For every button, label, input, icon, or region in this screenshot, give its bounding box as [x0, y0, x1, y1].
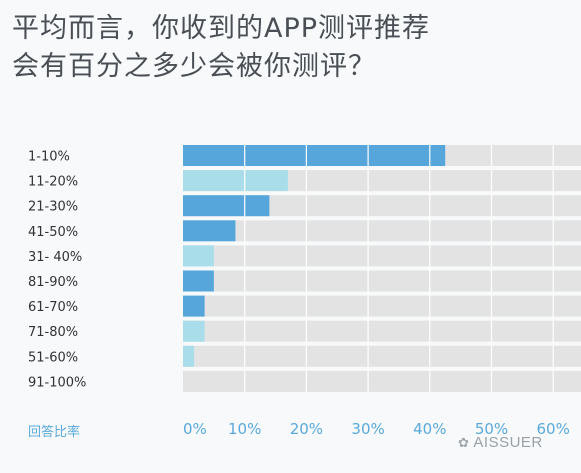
bar	[183, 320, 205, 342]
watermark: ✿ AISSUER	[458, 434, 543, 451]
x-tick-label: 30%	[351, 420, 384, 438]
x-tick-label: 60%	[537, 420, 570, 438]
bar	[183, 345, 195, 367]
x-tick-label: 40%	[413, 420, 446, 438]
bar-track	[183, 220, 581, 242]
response-rate-label: 回答比率	[28, 425, 81, 440]
category-label: 41-50%	[28, 225, 78, 240]
bar	[183, 195, 270, 217]
bar	[183, 145, 446, 166]
category-label: 91-100%	[28, 375, 86, 390]
bar-track	[183, 270, 581, 292]
category-label: 31- 40%	[28, 250, 82, 265]
bar-track	[183, 370, 581, 392]
x-tick-label: 0%	[183, 420, 207, 438]
wechat-icon: ✿	[458, 435, 470, 450]
x-tick-label: 10%	[228, 420, 261, 438]
chart-title: 平均而言，你收到的APP测评推荐 会有百分之多少会被你测评？	[12, 10, 572, 86]
chart-title-line-1: 平均而言，你收到的APP测评推荐	[12, 13, 431, 44]
category-label: 61-70%	[28, 300, 78, 315]
category-label: 81-90%	[28, 275, 78, 290]
x-tick-label: 50%	[475, 420, 508, 438]
bar	[183, 170, 288, 192]
bar	[183, 295, 205, 317]
chart-title-line-2: 会有百分之多少会被你测评？	[12, 51, 376, 82]
bar-track	[183, 345, 581, 367]
watermark-text: AISSUER	[473, 434, 543, 451]
category-label: 51-60%	[28, 350, 78, 365]
category-label: 21-30%	[28, 200, 78, 215]
x-tick-label: 20%	[290, 420, 323, 438]
bar	[183, 245, 214, 267]
category-label: 1-10%	[28, 150, 70, 165]
bar-track	[183, 320, 581, 342]
bar-track	[183, 195, 581, 217]
category-label: 11-20%	[28, 175, 78, 190]
bar	[183, 220, 236, 242]
bar-track	[183, 295, 581, 317]
bar-track	[183, 245, 581, 267]
bar	[183, 270, 214, 292]
category-label: 71-80%	[28, 325, 78, 340]
